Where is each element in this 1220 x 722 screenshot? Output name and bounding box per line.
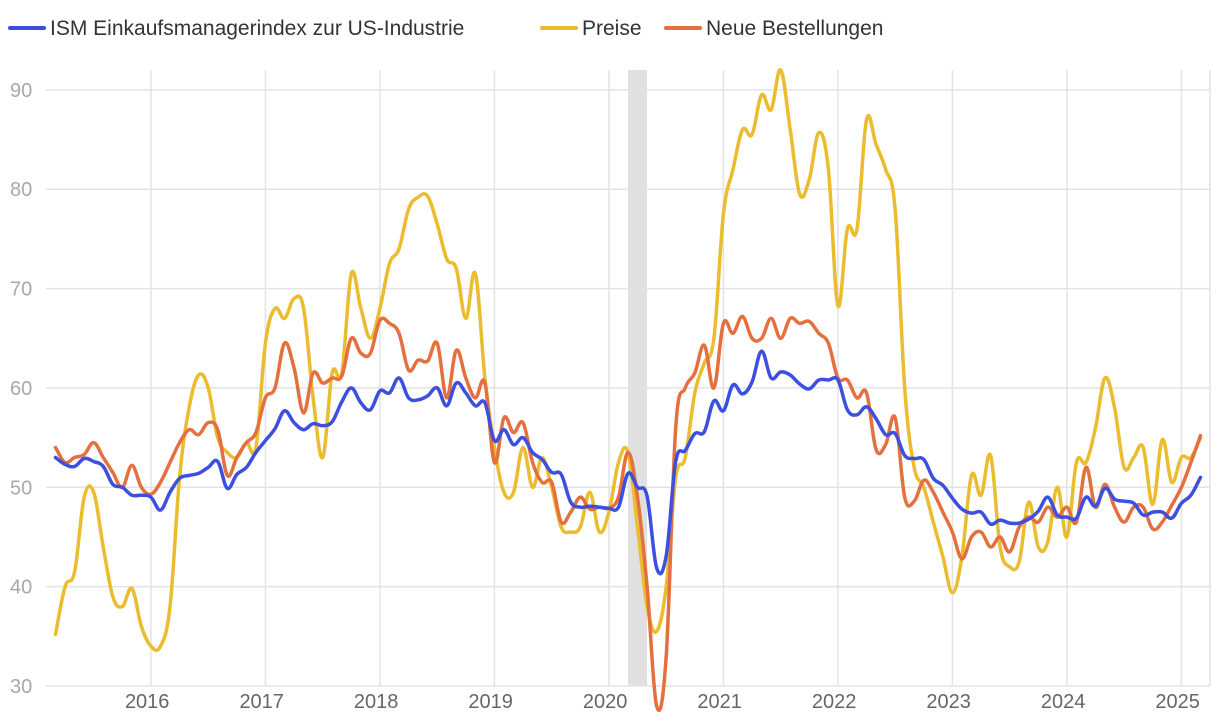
y-tick-label-30: 30 <box>10 676 32 698</box>
legend-item-ism[interactable]: ISM Einkaufsmanagerindex zur US-Industri… <box>8 17 464 40</box>
x-tick-label-2025: 2025 <box>1155 691 1200 713</box>
series-line-ism <box>53 349 1203 576</box>
legend-item-neue-bestellungen[interactable]: Neue Bestellungen <box>664 17 883 40</box>
x-tick-label-2018: 2018 <box>354 691 399 713</box>
series-lines <box>53 68 1203 713</box>
x-axis-ticks: 2016 2017 2018 2019 2020 2021 2022 2023 2024 2025 <box>125 691 1200 713</box>
y-tick-label-40: 40 <box>10 577 32 599</box>
grid-lines <box>46 70 1211 687</box>
y-axis-ticks: 30 40 50 60 70 80 90 <box>10 80 32 698</box>
y-tick-label-90: 90 <box>10 80 32 102</box>
legend-label-neue-bestellungen: Neue Bestellungen <box>706 17 883 40</box>
legend-item-preise[interactable]: Preise <box>540 17 642 40</box>
x-tick-label-2016: 2016 <box>125 691 170 713</box>
y-tick-label-60: 60 <box>10 378 32 400</box>
x-tick-label-2022: 2022 <box>812 691 857 713</box>
y-tick-label-50: 50 <box>10 477 32 499</box>
series-line-preise <box>53 68 1203 653</box>
x-tick-label-2017: 2017 <box>239 691 284 713</box>
x-tick-label-2023: 2023 <box>926 691 971 713</box>
legend: ISM Einkaufsmanagerindex zur US-Industri… <box>8 17 883 40</box>
x-tick-label-2020: 2020 <box>583 691 628 713</box>
legend-label-ism: ISM Einkaufsmanagerindex zur US-Industri… <box>50 17 464 40</box>
x-tick-label-2019: 2019 <box>468 691 513 713</box>
legend-label-preise: Preise <box>582 17 642 40</box>
y-tick-label-80: 80 <box>10 179 32 201</box>
x-tick-label-2024: 2024 <box>1041 691 1086 713</box>
y-tick-label-70: 70 <box>10 279 32 301</box>
x-tick-label-2021: 2021 <box>697 691 742 713</box>
